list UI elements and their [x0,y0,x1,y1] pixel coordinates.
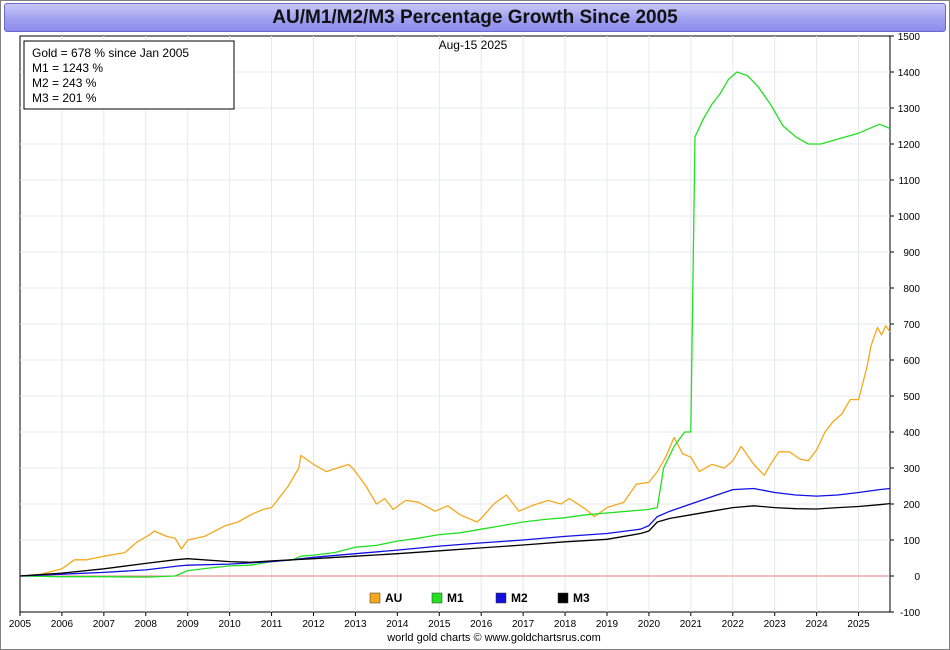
series-line-m3 [19,502,891,577]
title-bar: AU/M1/M2/M3 Percentage Growth Since 2005 [4,3,946,32]
y-tick-label: 200 [903,500,920,511]
info-m3: M3 = 201 % [32,91,97,105]
x-tick-label: 2020 [638,619,661,630]
x-tick-label: 2025 [847,619,870,630]
x-tick-label: 2019 [596,619,619,630]
x-tick-label: 2017 [512,619,535,630]
x-tick-label: 2012 [302,619,325,630]
y-tick-label: -100 [900,608,920,619]
x-tick-label: 2015 [428,619,451,630]
x-tick-label: 2016 [470,619,493,630]
series-line-au [19,325,891,577]
info-m2: M2 = 243 % [32,76,97,90]
legend-swatch-m3 [557,592,569,604]
date-label: Aug-15 2025 [439,38,508,52]
y-tick-label: 500 [903,392,920,403]
legend-label-m3: M3 [573,591,590,605]
x-tick-label: 2010 [219,619,242,630]
legend-label-au: AU [385,591,402,605]
legend-swatch-m2 [495,592,507,604]
legend-swatch-m1 [431,592,443,604]
x-tick-label: 2014 [386,619,409,630]
y-tick-label: 700 [903,320,920,331]
y-tick-label: 300 [903,464,920,475]
y-tick-label: 1200 [898,140,921,151]
series-line-m2 [19,487,891,577]
x-tick-label: 2006 [51,619,74,630]
y-tick-label: 0 [914,572,920,583]
info-gold: Gold = 678 % since Jan 2005 [32,46,189,60]
series-line-m1 [19,71,891,578]
y-axis: -100 0 100 200 300 400 500 600 700 800 900 1000 1100… [890,32,920,619]
y-tick-label: 900 [903,248,920,259]
x-tick-label: 2009 [177,619,200,630]
y-tick-label: 1400 [898,68,921,79]
x-tick-label: 2023 [764,619,787,630]
x-tick-label: 2011 [261,619,283,630]
x-tick-label: 2013 [344,619,367,630]
y-tick-label: 1300 [898,104,921,115]
y-tick-label: 400 [903,428,920,439]
x-tick-label: 2007 [93,619,116,630]
legend-label-m2: M2 [511,591,528,605]
y-tick-label: 1000 [898,212,921,223]
legend-swatch-au [369,592,381,604]
x-tick-label: 2005 [9,619,32,630]
x-tick-label: 2008 [135,619,158,630]
legend-label-m1: M1 [447,591,464,605]
x-tick-label: 2024 [806,619,829,630]
y-tick-label: 600 [903,356,920,367]
y-tick-label: 1500 [898,32,921,43]
legend: AU M1 M2 M3 [369,591,590,605]
x-axis: 2005 2006 2007 2008 2009 2010 2011 2012 2013 2014… [9,612,870,630]
chart-title: AU/M1/M2/M3 Percentage Growth Since 2005 [272,7,678,28]
y-tick-label: 800 [903,284,920,295]
y-tick-label: 1100 [898,176,920,187]
x-tick-label: 2022 [722,619,745,630]
x-tick-label: 2018 [554,619,577,630]
y-tick-label: 100 [903,536,920,547]
footer-credit: world gold charts © www.goldchartsrus.co… [386,632,601,644]
series-layer [19,71,891,578]
x-tick-label: 2021 [680,619,703,630]
info-m1: M1 = 1243 % [32,61,103,75]
info-box: Gold = 678 % since Jan 2005 M1 = 1243 % … [23,40,235,110]
info-box-border [23,40,235,110]
